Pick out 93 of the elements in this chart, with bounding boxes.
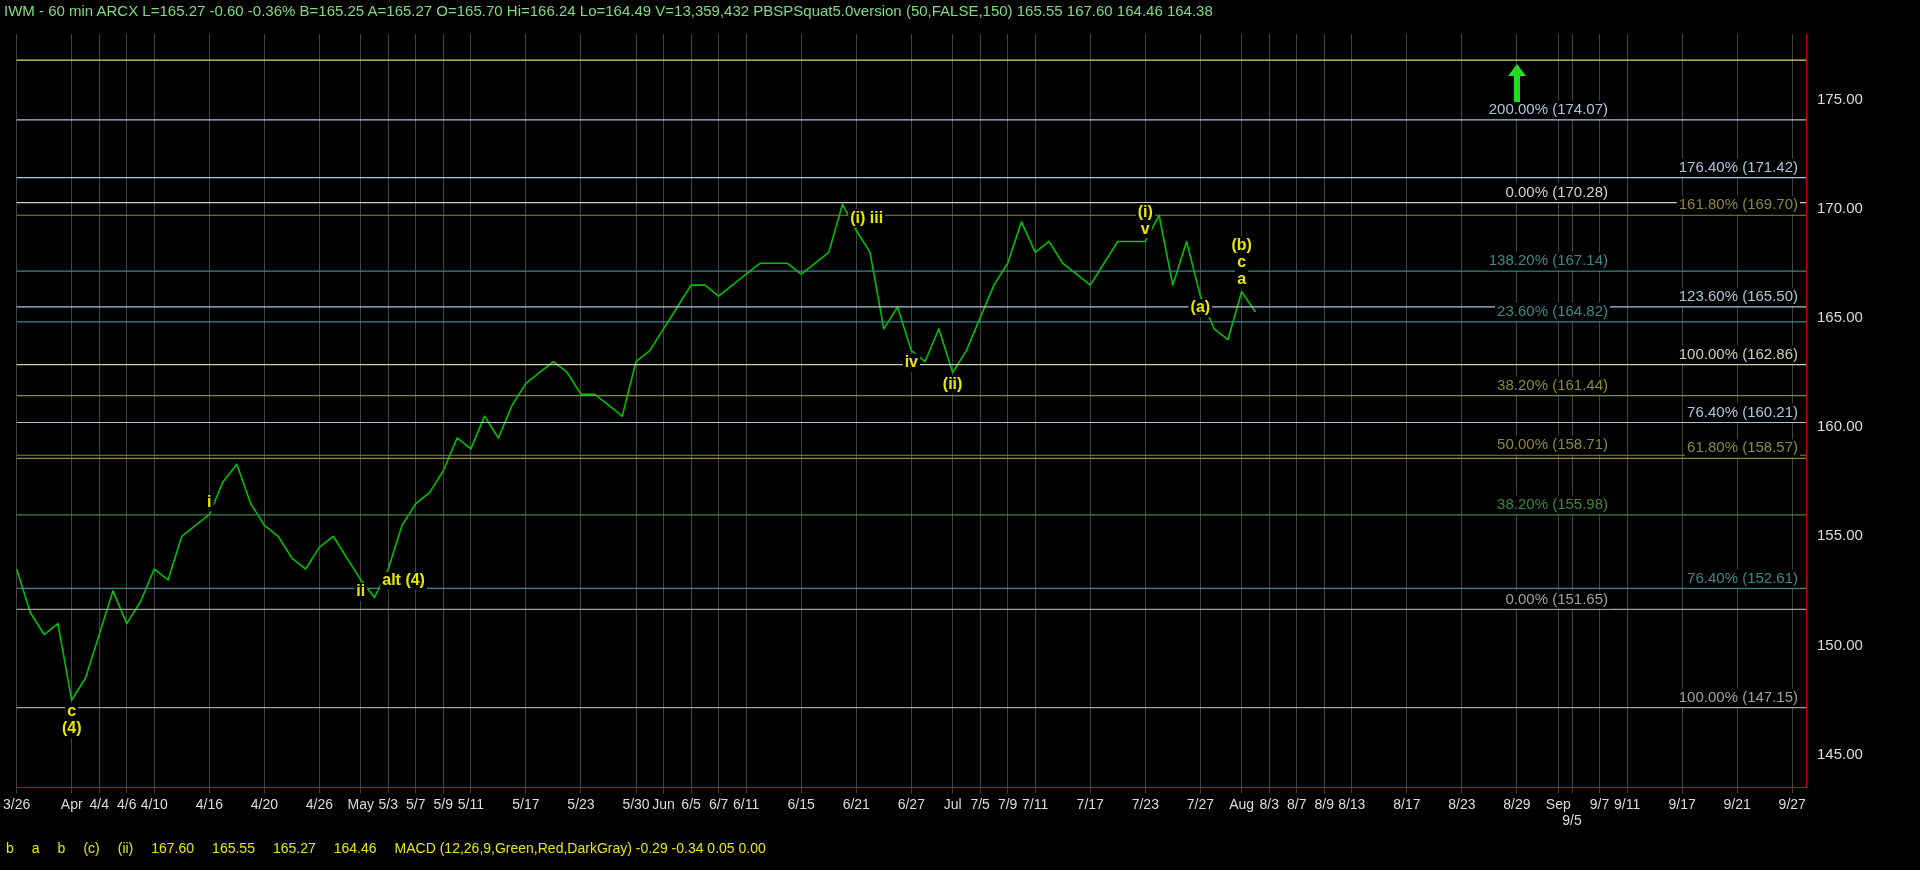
x-tick-label: 6/27	[897, 795, 926, 812]
text: 164.46	[333, 840, 377, 856]
x-tick-label: 6/7	[708, 795, 729, 812]
ref-line-label: 0.00% (151.65)	[1505, 589, 1609, 607]
x-tick-label: 7/23	[1131, 795, 1160, 812]
text: b	[57, 840, 66, 856]
y-tick-label: 165.00	[1817, 308, 1863, 326]
y-tick-label: 155.00	[1817, 526, 1863, 544]
annotation: a	[1237, 270, 1247, 288]
ref-line-label: 61.80% (158.57)	[1687, 438, 1799, 456]
x-tick-label: 4/4	[89, 795, 110, 812]
text: (c)	[83, 840, 100, 856]
text: b	[6, 840, 14, 856]
x-tick-label: 7/17	[1076, 795, 1105, 812]
x-tick-label: 8/17	[1393, 795, 1421, 812]
x-tick-label: 6/5	[681, 795, 702, 812]
y-tick-label: 175.00	[1817, 89, 1863, 107]
x-tick-label: 7/11	[1022, 795, 1049, 812]
x-tick-label: 7/5	[970, 795, 991, 812]
y-tick-label: 145.00	[1817, 744, 1863, 762]
ref-line-label: 38.20% (161.44)	[1497, 375, 1609, 393]
x-tick-label: 9/27	[1778, 795, 1807, 812]
x-tick-label: 4/26	[305, 795, 334, 812]
ref-line-label: 100.00% (162.86)	[1678, 344, 1799, 362]
annotation: (ii)	[942, 374, 963, 392]
ref-line-label: 138.20% (167.14)	[1488, 251, 1609, 269]
ref-line-label: 76.40% (160.21)	[1687, 402, 1799, 420]
ref-line-label: 50.00% (158.71)	[1497, 435, 1609, 453]
x-tick-label: May	[347, 795, 374, 812]
x-tick-label: 7/9	[997, 795, 1018, 812]
text: (ii)	[117, 840, 134, 856]
x-tick-label: 7/27	[1186, 795, 1215, 812]
text: a	[31, 840, 40, 856]
x-tick-label: 5/11	[457, 795, 485, 812]
ref-line-label: 76.40% (152.61)	[1687, 568, 1799, 586]
x-tick-label: 4/6	[117, 795, 137, 812]
x-tick-label: 4/20	[250, 795, 279, 812]
annotation: c	[67, 702, 77, 720]
annotation: ii	[356, 582, 366, 600]
x-tick-label: 8/23	[1448, 795, 1476, 812]
x-tick-label: 4/16	[195, 795, 224, 812]
x-tick-label: 5/3	[378, 795, 399, 812]
annotation: (i)	[1137, 202, 1153, 220]
x-tick-label: 9/17	[1668, 795, 1696, 812]
x-tick-label: 9/21	[1723, 795, 1752, 812]
text: 165.27	[272, 840, 316, 856]
x-tick-label: 3/26	[3, 795, 31, 812]
annotation: c	[1237, 253, 1247, 271]
annotation: v	[1140, 219, 1150, 237]
x-tick-label: Jul	[943, 795, 962, 812]
text: 165.55	[212, 840, 255, 856]
annotation: i	[207, 492, 212, 510]
x-tick-label: 5/9	[433, 795, 454, 812]
text: MACD (12,26,9,Green,Red,DarkGray) -0.29 -0.34 0.05 0.00	[394, 840, 766, 856]
x-tick-label: 5/30	[622, 795, 650, 812]
annotation: alt (4)	[382, 571, 425, 589]
x-tick-label: 8/29	[1503, 795, 1531, 812]
ref-line-label: 176.40% (171.42)	[1678, 157, 1799, 175]
text: 167.60	[151, 840, 195, 856]
x-tick-label: 6/15	[787, 795, 816, 812]
annotation: (b)	[1231, 236, 1252, 254]
ref-line-label: 161.80% (169.70)	[1678, 195, 1799, 213]
x-tick-label: Sep	[1545, 795, 1571, 812]
x-tick-label: Jun	[652, 795, 675, 812]
annotation: (4)	[61, 719, 82, 737]
ref-line-label: 100.00% (147.15)	[1678, 687, 1799, 705]
x-tick-label: 9/11	[1613, 795, 1641, 812]
annotation: (i) iii	[850, 208, 884, 226]
x-tick-label: Apr	[60, 795, 83, 812]
ref-line-label: 0.00% (170.28)	[1505, 182, 1609, 200]
x-tick-label: Aug	[1229, 795, 1255, 812]
annotation: (a)	[1190, 298, 1211, 316]
x-tick-label: 6/21	[842, 795, 871, 812]
x-tick-label: 8/7	[1286, 795, 1307, 812]
ref-line-label: 200.00% (174.07)	[1488, 99, 1609, 117]
ref-line-label: 23.60% (164.82)	[1497, 301, 1609, 319]
y-tick-label: 170.00	[1817, 198, 1863, 216]
x-tick-label: 6/11	[733, 795, 760, 812]
x-tick-label: 8/3	[1259, 795, 1280, 812]
x-tick-label: 5/17	[512, 795, 540, 812]
x-tick-label: 5/23	[567, 795, 595, 812]
x-tick-label: 8/13	[1338, 795, 1366, 812]
x-tick-label: 9/7	[1589, 795, 1610, 812]
x-tick-label: 9/5	[1562, 812, 1582, 829]
chart-title: IWM - 60 min ARCX L=165.27 -0.60 -0.36% B=165.25 A=165.27 O=165.70 Hi=166.24 Lo=164.49 V=13,359,432 PBSPSquat5.0version (50,FALSE,150) 165.55 167.60 164.46 164.38	[3, 1, 1214, 21]
x-tick-label: 4/10	[140, 795, 169, 812]
x-tick-label: 8/9	[1314, 795, 1335, 812]
annotation: iv	[904, 353, 919, 371]
x-tick-label: 5/7	[406, 795, 426, 812]
y-tick-label: 150.00	[1817, 635, 1863, 653]
ref-line-label: 38.20% (155.98)	[1497, 495, 1609, 513]
y-tick-label: 160.00	[1817, 417, 1863, 435]
ref-line-label: 123.60% (165.50)	[1678, 287, 1799, 305]
